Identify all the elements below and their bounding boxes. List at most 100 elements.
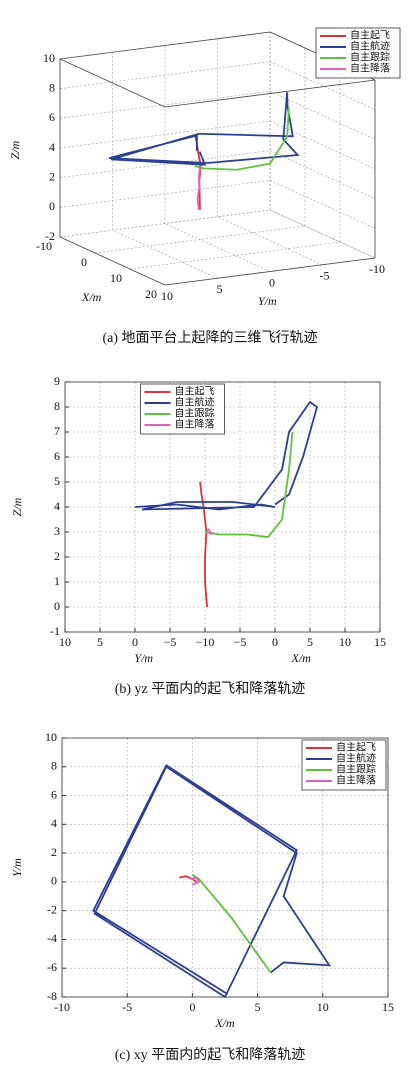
x-tick-label: −10 [196, 635, 215, 649]
legend-label: 自主起飞 [336, 740, 376, 753]
legend-label: 自主跟踪 [336, 762, 376, 775]
legend-label: 自主航迹 [350, 39, 390, 52]
x-tick-label: -10 [54, 1000, 70, 1014]
x-tick-label: 5 [97, 635, 103, 649]
grid-line [269, 61, 376, 110]
grid-line [112, 229, 218, 279]
trajectory [134, 400, 319, 511]
grid-line [164, 223, 271, 272]
x-tick-label: 15 [382, 1000, 394, 1014]
x-tick-label: 10 [110, 271, 122, 285]
trajectory [199, 481, 208, 608]
legend-label: 自主降落 [336, 773, 376, 786]
z-axis-label: Z/m [8, 140, 22, 159]
y-axis-label: Y/m [258, 294, 277, 308]
axis-frame [59, 31, 271, 60]
y-tick-label: 1 [54, 574, 60, 588]
grid-line [269, 91, 376, 140]
x-tick-label: −5 [164, 635, 177, 649]
y-tick-label: 10 [45, 730, 57, 744]
y-tick-label: -5 [320, 269, 330, 283]
x-axis-label: X/m [291, 651, 312, 665]
y-axis-label: Y/m [10, 858, 24, 877]
x-tick-label: -10 [36, 239, 52, 253]
legend-label: 自主跟踪 [175, 406, 215, 419]
y-tick-label: 7 [54, 424, 60, 438]
legend-label: 自主降落 [175, 417, 215, 430]
x-axis-label: X/m [214, 1016, 235, 1030]
trajectory [92, 764, 332, 999]
y-tick-label: 10 [161, 289, 173, 303]
y-tick-label: 4 [54, 499, 60, 513]
x-tick-label: 20 [145, 287, 157, 301]
z-tick-label: 8 [49, 80, 55, 94]
axis-frame [164, 257, 376, 286]
trajectory [194, 107, 290, 171]
y-tick-label: 0 [269, 275, 275, 289]
y-axis-label: Z/m [10, 497, 24, 516]
grid-line [269, 180, 376, 229]
y-tick-label: 0 [51, 874, 57, 888]
y-tick-label: -4 [47, 931, 57, 945]
x-tick-label: 0 [189, 1000, 195, 1014]
y-tick-label: 2 [54, 549, 60, 563]
y-tick-label: -6 [47, 960, 57, 974]
z-tick-label: 2 [49, 169, 55, 183]
x-tick-label: 0 [272, 635, 278, 649]
y-tick-label: 6 [51, 787, 57, 801]
trajectory [108, 92, 300, 166]
x-tick-label: 5 [255, 1000, 261, 1014]
y-tick-label: 4 [51, 816, 57, 830]
grid-line [269, 150, 376, 199]
z-tick-label: 4 [49, 140, 55, 154]
x-tick-label: 5 [307, 635, 313, 649]
x-axis-label: X/m [81, 290, 102, 304]
y-tick-label: 2 [51, 845, 57, 859]
grid-line [269, 120, 376, 170]
x-tick-label: 15 [374, 635, 386, 649]
plot-frame [64, 381, 381, 633]
caption: (c) xy 平面内的起飞和降落轨迹 [115, 1047, 306, 1063]
grid-line [217, 216, 323, 266]
grid-line [269, 209, 376, 259]
trajectory [179, 875, 197, 883]
axis-frame [164, 79, 376, 108]
legend-label: 自主起飞 [350, 28, 390, 41]
trajectory [204, 431, 294, 538]
z-tick-label: -2 [45, 229, 55, 243]
z-tick-label: 6 [49, 110, 55, 124]
y-tick-label: 9 [54, 374, 60, 388]
legend-label: 自主降落 [350, 61, 390, 74]
trajectory [189, 876, 201, 886]
x-tick-label: 0 [132, 635, 138, 649]
trajectory [204, 528, 213, 536]
z-tick-label: 0 [49, 199, 55, 213]
axis-frame [59, 58, 166, 108]
y-tick-label: 8 [51, 759, 57, 773]
legend-label: 自主航迹 [336, 751, 376, 764]
x-tick-label: −5 [234, 635, 247, 649]
x-tick-label: 10 [59, 635, 71, 649]
trajectory [191, 873, 272, 974]
y-tick-label: -10 [369, 262, 385, 276]
trajectory [196, 165, 201, 211]
grid-line [59, 91, 271, 119]
grid-line [59, 150, 271, 178]
axis-frame [59, 236, 166, 286]
x-tick-label: 0 [81, 255, 87, 269]
caption: (b) yz 平面内的起飞和降落轨迹 [115, 681, 306, 697]
legend-label: 自主航迹 [175, 395, 215, 408]
y-tick-label: 0 [54, 599, 60, 613]
y-tick-label: 5 [217, 282, 223, 296]
z-tick-label: 10 [43, 51, 55, 65]
x-tick-label: 10 [317, 1000, 329, 1014]
x-axis-label: Y/m [134, 651, 153, 665]
grid-line [129, 241, 341, 270]
y-tick-label: 5 [54, 474, 60, 488]
legend-label: 自主起飞 [175, 384, 215, 397]
y-tick-label: -8 [47, 989, 57, 1003]
y-tick-label: 8 [54, 399, 60, 413]
x-tick-label: 10 [339, 635, 351, 649]
legend-label: 自主跟踪 [350, 50, 390, 63]
